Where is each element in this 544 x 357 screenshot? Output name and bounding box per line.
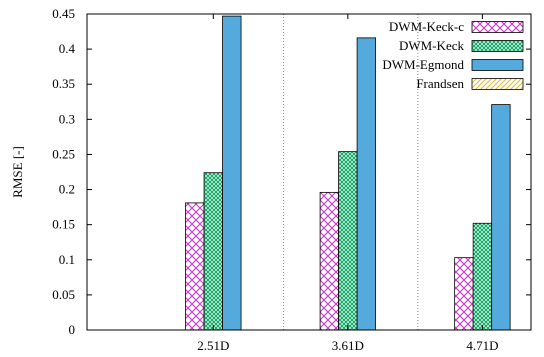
legend-label: DWM-Keck [399,38,464,53]
bar-dwm-keck-c-3-61d [319,191,340,331]
bar-dwm-keck-3-61d [338,151,358,331]
x-tick-label: 3.61D [332,338,364,353]
legend-label: DWM-Egmond [382,57,464,72]
x-axis-ticks: 2.51D 3.61D 4.71D [197,14,498,353]
bar-dwm-keck-c-4-71d [454,257,474,331]
y-tick-label: 0 [69,322,76,337]
bars [185,15,511,331]
legend-swatch [471,40,524,52]
bar-dwm-keck-c-2-51d [185,202,205,331]
legend: DWM-Keck-c DWM-Keck DWM-Egmond Frandsen [382,19,524,91]
y-tick-label: 0.3 [59,111,75,126]
legend-swatch [471,59,524,71]
bar-dwm-keck-4-71d [472,222,493,331]
legend-label: DWM-Keck-c [389,19,464,34]
y-tick-label: 0.35 [52,76,75,91]
x-tick-label: 4.71D [466,338,498,353]
axes [86,13,532,331]
bar-dwm-keck-2-51d [203,172,223,331]
y-tick-label: 0.1 [59,252,75,267]
y-tick-label: 0.2 [59,182,75,197]
y-axis-ticks: 0 0.05 0.1 0.15 0.2 0.25 0.3 0.35 0.4 0.45 [52,6,531,337]
bar-dwm-egmond-2-51d [222,15,242,331]
y-tick-label: 0.05 [52,287,75,302]
plot-frame [86,13,532,331]
y-tick-label: 0.45 [52,6,75,21]
bar-dwm-egmond-3-61d [356,37,377,331]
bar-dwm-egmond-4-71d [491,104,511,331]
y-tick-label: 0.15 [52,217,75,232]
legend-label: Frandsen [416,76,464,91]
legend-swatch [471,21,524,33]
y-tick-label: 0.25 [52,146,75,161]
y-tick-label: 0.4 [59,41,76,56]
y-axis-label: RMSE [-] [10,146,25,198]
legend-swatch [471,78,524,90]
x-tick-label: 2.51D [197,338,229,353]
